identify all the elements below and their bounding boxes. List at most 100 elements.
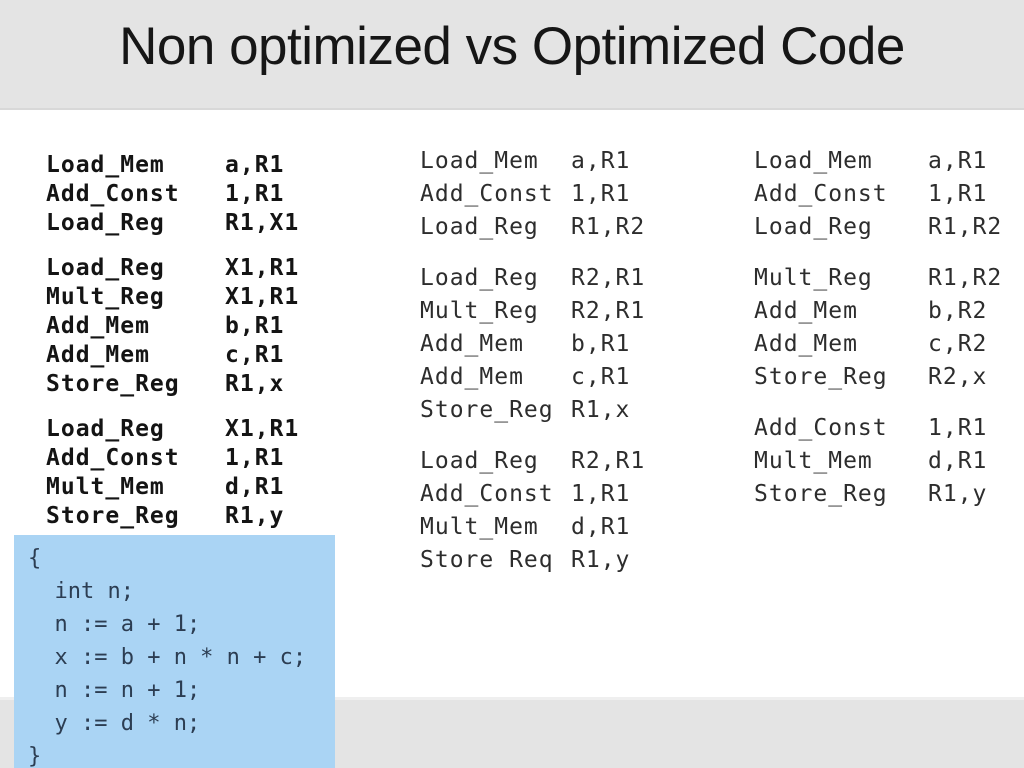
asm-line: Add_Const 1,R1 <box>46 180 299 209</box>
asm-line: Add_Const 1,R1 <box>420 478 645 511</box>
asm-operands: R1,y <box>928 481 988 507</box>
asm-opcode: Load_Reg <box>420 448 539 474</box>
asm-line: Store_Reg R1,y <box>754 478 1002 511</box>
asm-line: Add_Mem c,R1 <box>420 361 645 394</box>
asm-block: Add_Const 1,R1 Mult_Mem d,R1 Store_Reg R1,y <box>754 412 1002 511</box>
asm-opcode: Load_Mem <box>754 148 873 174</box>
asm-operands: R2,R1 <box>571 298 646 324</box>
asm-line: Load_Reg R1,R2 <box>754 211 1002 244</box>
asm-line: Add_Mem b,R1 <box>420 328 645 361</box>
asm-line: Store_Reg R2,x <box>754 361 1002 394</box>
asm-line: Load_Reg R1,X1 <box>46 209 299 238</box>
asm-line: Load_Reg R2,R1 <box>420 445 645 478</box>
asm-operands: R1,R2 <box>571 214 646 240</box>
source-code-line: n := n + 1; <box>28 678 201 703</box>
asm-operands: a,R1 <box>571 148 631 174</box>
asm-operands: 1,R1 <box>928 415 988 441</box>
source-code-box: { int n; n := a + 1; x := b + n * n + c;… <box>14 535 335 768</box>
asm-opcode: Add_Mem <box>46 313 150 339</box>
asm-operands: d,R1 <box>571 514 631 540</box>
asm-operands: R2,x <box>928 364 988 390</box>
asm-line: Mult_Reg X1,R1 <box>46 283 299 312</box>
asm-block: Load_Mem a,R1 Add_Const 1,R1 Load_Reg R1,X1 <box>46 151 299 238</box>
source-code-line: { <box>28 546 42 571</box>
asm-operands: 1,R1 <box>225 181 285 207</box>
asm-line: Load_Reg X1,R1 <box>46 415 299 444</box>
asm-line: Add_Const 1,R1 <box>46 444 299 473</box>
asm-operands: R1,R2 <box>928 265 1003 291</box>
asm-opcode: Mult_Mem <box>420 514 539 540</box>
asm-opcode: Load_Mem <box>420 148 539 174</box>
asm-line: Add_Mem b,R2 <box>754 295 1002 328</box>
title-band: Non optimized vs Optimized Code <box>0 0 1024 110</box>
asm-line: Load_Mem a,R1 <box>420 145 645 178</box>
asm-block: Load_Mem a,R1 Add_Const 1,R1 Load_Reg R1,R2 <box>754 145 1002 244</box>
source-code-line: } <box>28 744 42 768</box>
asm-operands: R1,x <box>225 371 285 397</box>
asm-operands: a,R1 <box>225 152 285 178</box>
asm-opcode: Add_Mem <box>420 331 524 357</box>
asm-operands: X1,R1 <box>225 255 300 281</box>
asm-line: Store Req R1,y <box>420 544 645 577</box>
asm-opcode: Add_Mem <box>754 298 858 324</box>
asm-opcode: Mult_Reg <box>754 265 873 291</box>
asm-opcode: Mult_Reg <box>46 284 165 310</box>
asm-line: Store_Reg R1,x <box>420 394 645 427</box>
asm-line: Mult_Reg R1,R2 <box>754 262 1002 295</box>
asm-opcode: Add_Mem <box>754 331 858 357</box>
asm-opcode: Add_Const <box>754 181 888 207</box>
asm-line: Add_Mem b,R1 <box>46 312 299 341</box>
asm-opcode: Load_Reg <box>420 265 539 291</box>
asm-opcode: Mult_Mem <box>754 448 873 474</box>
asm-operands: a,R1 <box>928 148 988 174</box>
asm-operands: R1,y <box>225 503 285 529</box>
asm-opcode: Load_Reg <box>46 255 165 281</box>
asm-line: Mult_Mem d,R1 <box>420 511 645 544</box>
asm-line: Add_Mem c,R1 <box>46 341 299 370</box>
asm-block: Load_Reg X1,R1 Mult_Reg X1,R1 Add_Mem b,R1 Add… <box>46 254 299 399</box>
asm-line: Add_Const 1,R1 <box>420 178 645 211</box>
asm-opcode: Add_Mem <box>420 364 524 390</box>
asm-line: Add_Const 1,R1 <box>754 412 1002 445</box>
asm-line: Store_Reg R1,y <box>46 502 299 531</box>
asm-opcode: Add_Const <box>420 181 554 207</box>
asm-operands: c,R2 <box>928 331 988 357</box>
asm-operands: R2,R1 <box>571 265 646 291</box>
asm-line: Mult_Mem d,R1 <box>754 445 1002 478</box>
asm-block: Load_Reg R2,R1 Add_Const 1,R1 Mult_Mem d,R1 St… <box>420 445 645 577</box>
asm-opcode: Add_Const <box>420 481 554 507</box>
asm-opcode: Add_Mem <box>46 342 150 368</box>
asm-opcode: Store Req <box>420 547 554 573</box>
asm-opcode: Store_Reg <box>420 397 554 423</box>
asm-operands: X1,R1 <box>225 284 300 310</box>
asm-operands: 1,R1 <box>571 481 631 507</box>
asm-line: Load_Mem a,R1 <box>46 151 299 180</box>
asm-operands: R1,x <box>571 397 631 423</box>
asm-operands: b,R1 <box>225 313 285 339</box>
asm-line: Add_Mem c,R2 <box>754 328 1002 361</box>
asm-operands: R1,X1 <box>225 210 300 236</box>
asm-column-optimized-step2: Load_Mem a,R1 Add_Const 1,R1 Load_Reg R1,R2 Mu… <box>754 145 1002 529</box>
source-code-line: n := a + 1; <box>28 612 201 637</box>
asm-operands: c,R1 <box>571 364 631 390</box>
source-code-line: x := b + n * n + c; <box>28 645 307 670</box>
asm-column-optimized-step1: Load_Mem a,R1 Add_Const 1,R1 Load_Reg R1,R2 Lo… <box>420 145 645 595</box>
asm-block: Mult_Reg R1,R2 Add_Mem b,R2 Add_Mem c,R2 Store… <box>754 262 1002 394</box>
asm-operands: b,R2 <box>928 298 988 324</box>
asm-opcode: Store_Reg <box>46 503 180 529</box>
asm-opcode: Load_Reg <box>46 416 165 442</box>
asm-line: Mult_Reg R2,R1 <box>420 295 645 328</box>
asm-block: Load_Reg X1,R1 Add_Const 1,R1 Mult_Mem d,R1 St… <box>46 415 299 531</box>
asm-operands: R2,R1 <box>571 448 646 474</box>
asm-opcode: Load_Reg <box>46 210 165 236</box>
asm-operands: X1,R1 <box>225 416 300 442</box>
asm-opcode: Store_Reg <box>46 371 180 397</box>
asm-opcode: Add_Const <box>46 445 180 471</box>
asm-opcode: Mult_Reg <box>420 298 539 324</box>
page-title: Non optimized vs Optimized Code <box>119 16 905 76</box>
asm-operands: 1,R1 <box>225 445 285 471</box>
asm-opcode: Add_Const <box>46 181 180 207</box>
asm-operands: 1,R1 <box>928 181 988 207</box>
asm-line: Load_Reg R1,R2 <box>420 211 645 244</box>
